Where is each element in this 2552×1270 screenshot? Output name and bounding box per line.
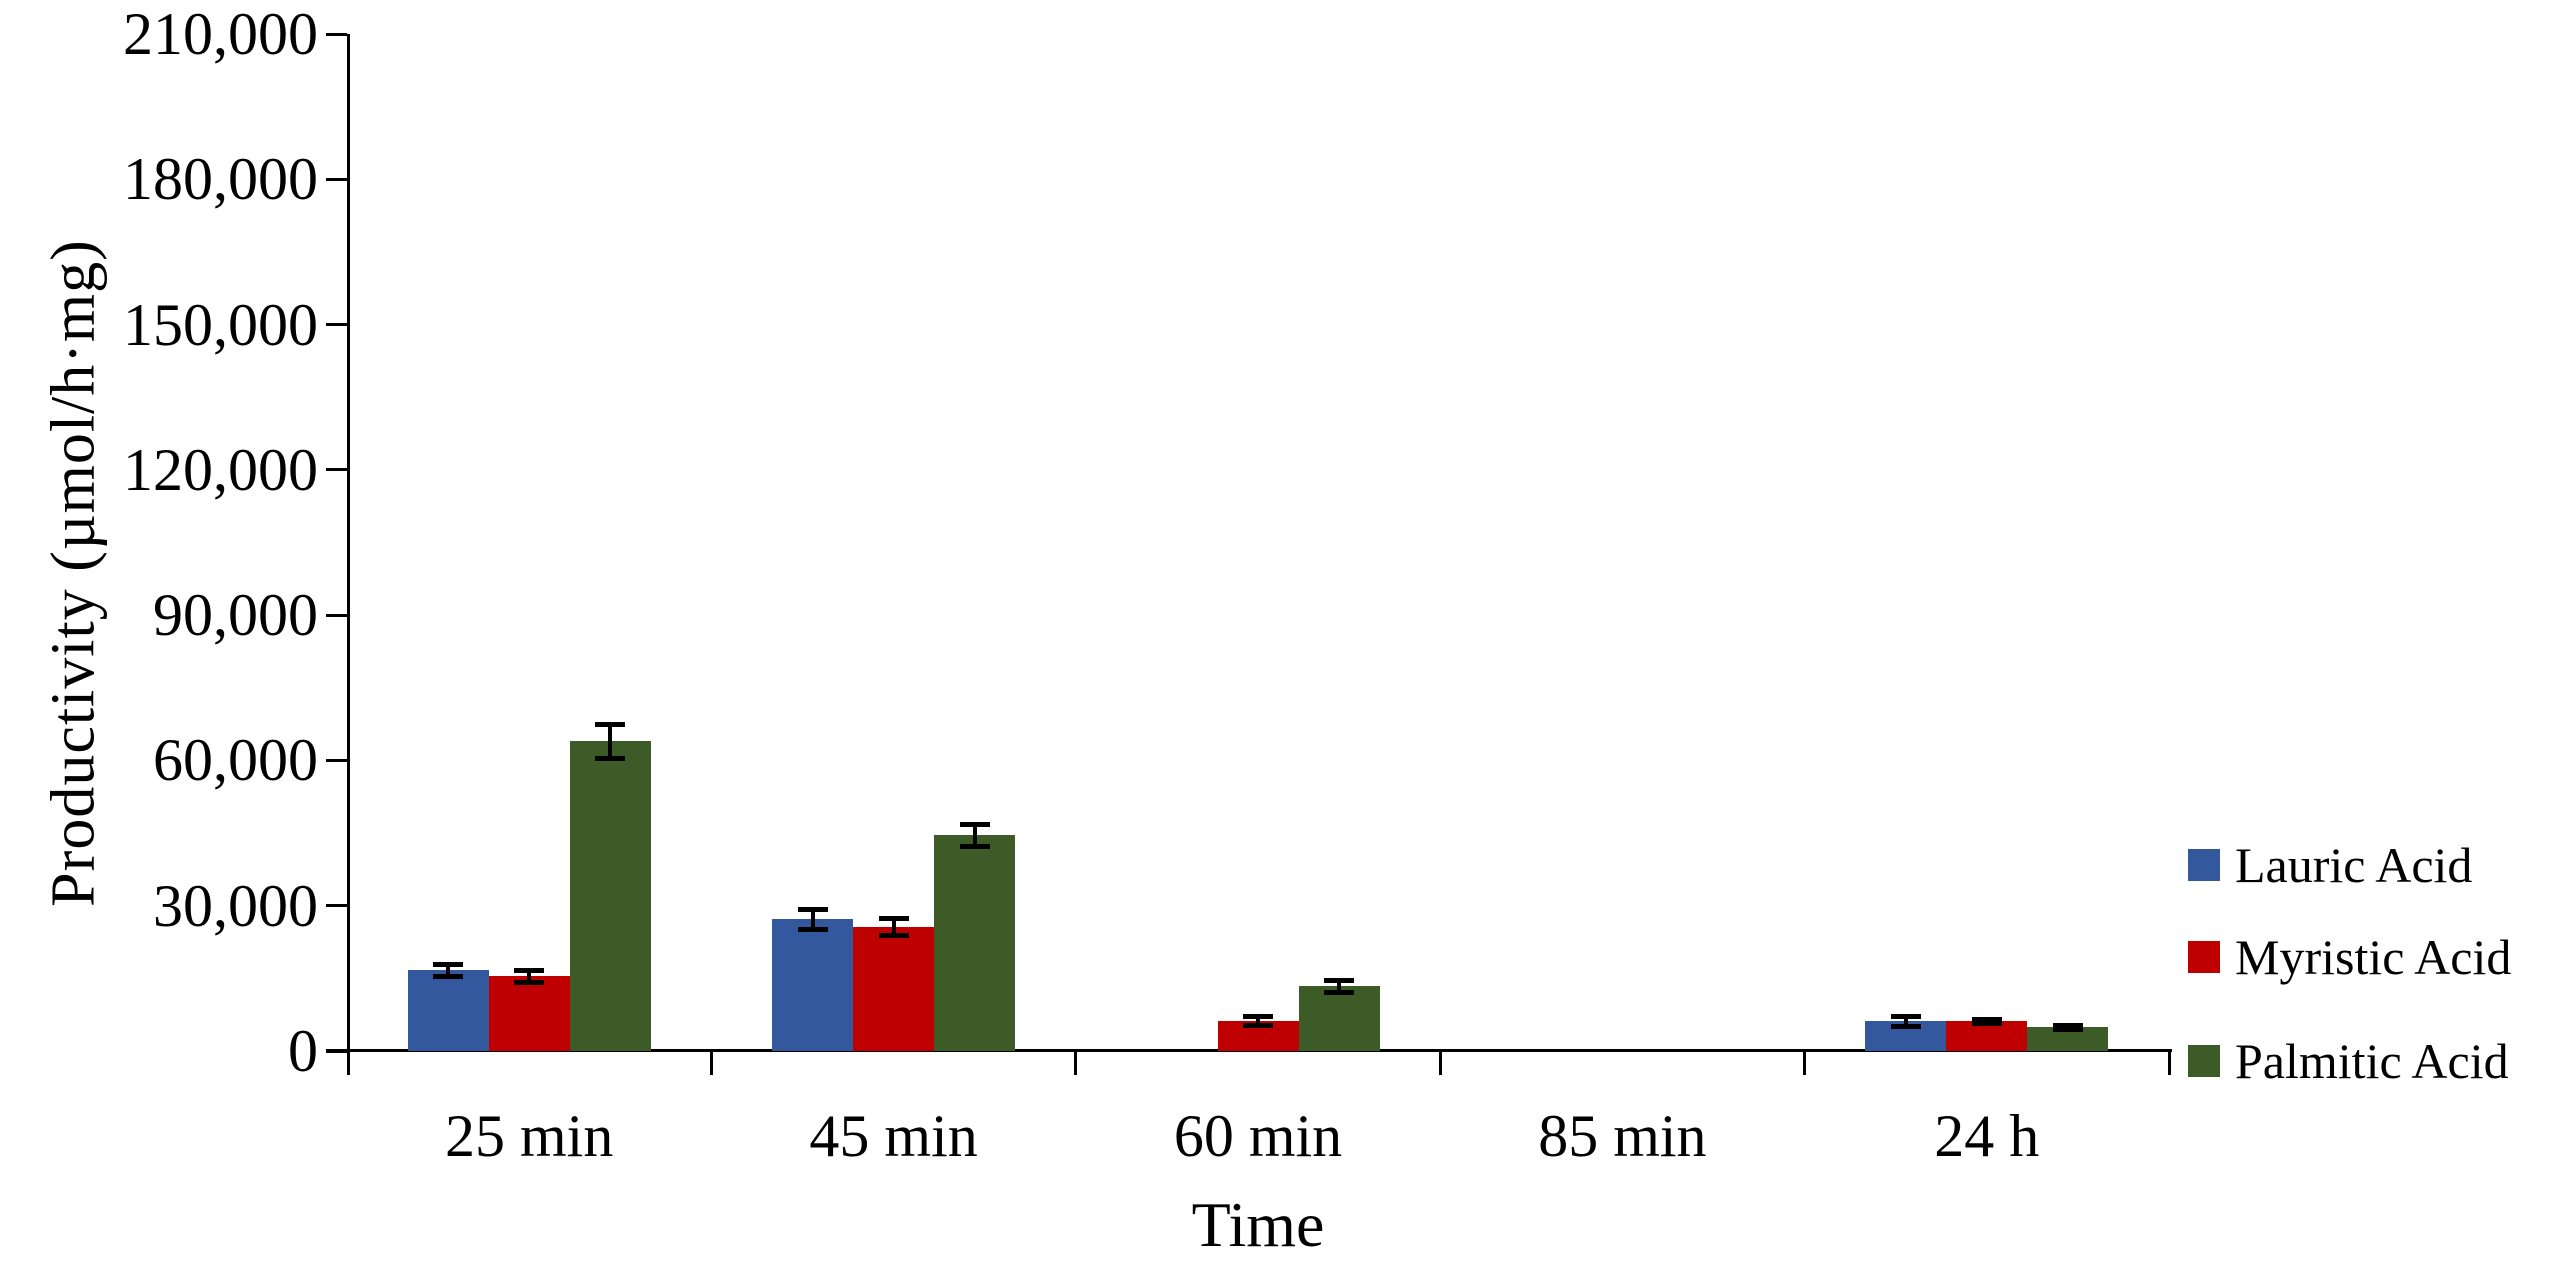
legend-item-myristic-acid: Myristic Acid: [2188, 930, 2511, 984]
error-bar-whisker: [608, 724, 613, 758]
bar-lauric-acid: [772, 918, 854, 1051]
error-bar-cap-bottom: [878, 933, 909, 939]
x-axis-tick: [709, 1051, 713, 1075]
legend-label: Palmitic Acid: [2235, 1033, 2509, 1089]
legend-swatch: [2188, 1045, 2220, 1077]
x-axis-tick: [2167, 1051, 2171, 1075]
error-bar-whisker: [891, 917, 896, 936]
error-bar-cap-bottom: [595, 756, 626, 761]
y-tick-label: 0: [288, 1018, 318, 1084]
error-bar-cap-bottom: [1971, 1020, 2002, 1026]
error-bar-cap-top: [878, 915, 909, 921]
error-bar-cap-top: [2052, 1022, 2083, 1028]
legend-swatch: [2188, 849, 2220, 881]
error-bar-whisker: [1337, 979, 1341, 993]
y-axis-tick: [326, 323, 347, 327]
y-tick-label: 120,000: [123, 436, 318, 503]
error-bar-cap-bottom: [1890, 1023, 1921, 1029]
y-axis-tick: [326, 177, 347, 181]
legend-item-palmitic-acid: Palmitic Acid: [2188, 1034, 2509, 1088]
error-bar-cap-bottom: [433, 973, 464, 979]
bar-myristic-acid: [1946, 1021, 2028, 1051]
error-bar-cap-top: [1890, 1014, 1921, 1020]
error-bar-cap-top: [514, 967, 545, 973]
y-tick-label: 60,000: [153, 727, 318, 794]
y-tick-label: 210,000: [123, 1, 318, 67]
error-bar-cap-bottom: [1243, 1022, 1273, 1028]
y-axis-tick: [326, 32, 347, 36]
y-axis-tick: [326, 758, 347, 762]
bar-myristic-acid: [488, 975, 570, 1051]
bar-lauric-acid: [407, 970, 489, 1051]
error-bar-cap-top: [1971, 1017, 2002, 1022]
x-category-label: 60 min: [1173, 1103, 1343, 1169]
y-tick-label: 90,000: [153, 582, 318, 649]
x-category-label: 25 min: [445, 1103, 614, 1169]
error-bar-cap-top: [1243, 1014, 1273, 1020]
y-tick-label: 30,000: [153, 872, 318, 939]
error-bar-cap-bottom: [797, 926, 828, 932]
error-bar-whisker: [527, 969, 532, 983]
x-axis-title: Time: [1191, 1189, 1325, 1260]
error-bar-cap-top: [1324, 977, 1354, 983]
x-category-label: 85 min: [1538, 1103, 1707, 1169]
error-bar-cap-top: [595, 722, 626, 728]
y-axis-line: [347, 34, 350, 1075]
error-bar-cap-top: [433, 962, 464, 968]
y-axis-tick: [326, 904, 347, 908]
error-bar-cap-bottom: [514, 980, 545, 986]
legend-swatch: [2188, 941, 2220, 973]
error-bar-whisker: [1256, 1016, 1260, 1025]
x-category-label: 45 min: [809, 1103, 978, 1169]
bar-myristic-acid: [853, 926, 935, 1051]
error-bar-whisker: [1903, 1016, 1908, 1026]
y-axis-tick: [326, 613, 347, 617]
error-bar-whisker: [810, 909, 815, 929]
error-bar-cap-bottom: [2052, 1026, 2083, 1032]
bar-palmitic-acid: [934, 835, 1016, 1051]
legend-label: Myristic Acid: [2235, 929, 2512, 985]
y-tick-label: 180,000: [123, 146, 318, 213]
legend-label: Lauric Acid: [2235, 837, 2473, 893]
error-bar-cap-top: [797, 907, 828, 913]
x-category-label: 24 h: [1934, 1103, 2040, 1169]
error-bar-cap-bottom: [959, 844, 990, 850]
y-axis-tick: [326, 1049, 347, 1053]
bar-palmitic-acid: [569, 741, 651, 1051]
error-bar-whisker: [972, 823, 977, 847]
error-bar-whisker: [446, 964, 451, 976]
x-axis-tick: [1803, 1051, 1807, 1075]
bar-palmitic-acid: [1298, 986, 1380, 1051]
y-axis-tick: [326, 468, 347, 472]
x-axis-tick: [1074, 1051, 1078, 1075]
error-bar-cap-bottom: [1324, 990, 1354, 996]
legend-item-lauric-acid: Lauric Acid: [2188, 838, 2472, 892]
x-axis-tick: [1438, 1051, 1442, 1075]
y-tick-label: 150,000: [123, 291, 318, 358]
error-bar-cap-top: [959, 821, 990, 827]
